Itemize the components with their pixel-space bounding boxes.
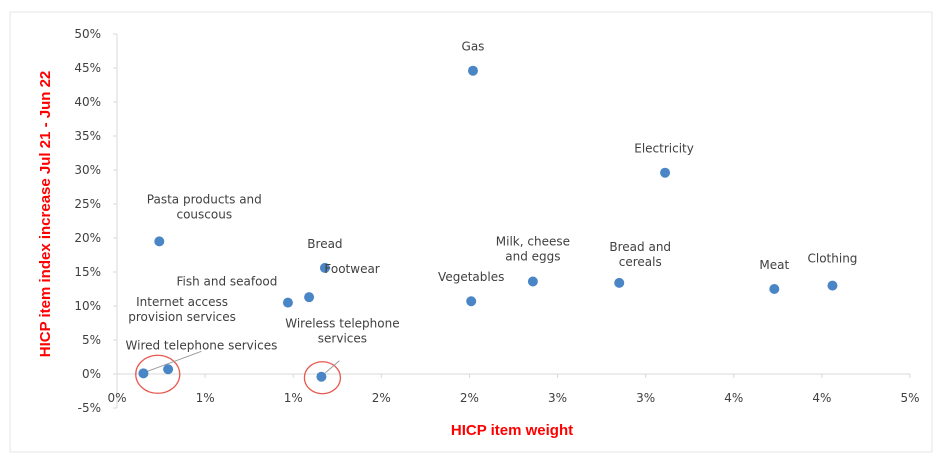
point-label-line: Clothing	[808, 252, 858, 266]
point-label: Vegetables	[438, 270, 504, 284]
point-label: Bread	[307, 237, 342, 251]
data-point[interactable]	[827, 280, 838, 291]
data-point[interactable]	[769, 284, 780, 294]
y-tick-label: 40%	[74, 95, 101, 109]
point-label-line: Bread and	[609, 240, 671, 254]
data-point[interactable]	[319, 262, 330, 273]
y-axis-title: HICP item index increase Jul 21 - Jun 22	[37, 71, 54, 358]
highlight-circle	[135, 354, 181, 394]
x-tick-label: 3%	[548, 391, 567, 405]
y-tick-label: 0%	[82, 367, 101, 381]
point-label-line: Vegetables	[438, 270, 504, 284]
y-tick-label: 35%	[74, 129, 101, 143]
data-point[interactable]	[614, 277, 625, 288]
point-label: Clothing	[808, 252, 858, 266]
point-label-line: Wired telephone services	[126, 338, 278, 352]
point-label: Footwear	[324, 262, 379, 276]
leader-line	[325, 360, 340, 374]
point-label: Meat	[759, 258, 789, 272]
x-tick-label: 5%	[900, 391, 919, 405]
y-tick-label: 20%	[74, 231, 101, 245]
point-label-line: cereals	[619, 255, 662, 269]
x-tick-label: 1%	[284, 391, 303, 405]
y-tick-label: 15%	[74, 265, 101, 279]
y-tick-label: 30%	[74, 163, 101, 177]
point-label-line: provision services	[128, 310, 236, 324]
y-tick-label: 45%	[74, 61, 101, 75]
point-label: Wireless telephone services	[285, 317, 399, 346]
point-label-line: Fish and seafood	[176, 275, 277, 289]
x-tick-label: 2%	[372, 391, 391, 405]
point-label-line: Bread	[307, 237, 342, 251]
x-tick-label: 3%	[636, 391, 655, 405]
data-point[interactable]	[466, 296, 477, 307]
point-label-line: Wireless telephone	[285, 317, 399, 331]
x-tick-label: 0%	[107, 391, 126, 405]
data-point[interactable]	[316, 371, 327, 382]
point-label-line: Footwear	[324, 262, 379, 276]
point-label: Milk, cheese and eggs	[496, 235, 570, 264]
data-point[interactable]	[154, 236, 165, 247]
leader-line	[147, 350, 202, 372]
data-point[interactable]	[282, 297, 293, 308]
y-tick-label: 25%	[74, 197, 101, 211]
point-label: Fish and seafood	[176, 275, 277, 289]
x-tick-label: 1%	[196, 391, 215, 405]
data-point[interactable]	[138, 368, 149, 379]
highlight-circle	[303, 361, 342, 395]
y-tick-label: 5%	[82, 333, 101, 347]
chart-border	[9, 11, 933, 453]
data-point[interactable]	[527, 276, 538, 287]
point-label: Internet access provision services	[128, 295, 236, 324]
data-point[interactable]	[660, 167, 671, 178]
y-tick-label: -5%	[78, 401, 101, 415]
point-label-line: Pasta products and	[147, 192, 262, 206]
point-label-line: couscous	[176, 207, 232, 221]
y-tick-label: 50%	[74, 27, 101, 41]
data-point[interactable]	[304, 292, 315, 303]
point-label: Electricity	[634, 142, 694, 156]
point-label: Gas	[462, 40, 485, 54]
point-label-line: Internet access	[136, 295, 228, 309]
point-label-line: Gas	[462, 40, 485, 54]
y-tick-label: 10%	[74, 299, 101, 313]
x-tick-label: 2%	[460, 391, 479, 405]
x-tick-label: 4%	[812, 391, 831, 405]
x-tick-label: 4%	[724, 391, 743, 405]
point-label-line: services	[318, 332, 367, 346]
point-label-line: and eggs	[505, 250, 560, 264]
point-label-line: Electricity	[634, 142, 694, 156]
point-label-line: Milk, cheese	[496, 235, 570, 249]
point-label: Wired telephone services	[126, 338, 278, 352]
data-point[interactable]	[163, 364, 174, 375]
x-axis-title: HICP item weight	[451, 422, 573, 439]
point-label: Pasta products and couscous	[147, 192, 262, 221]
point-label-line: Meat	[759, 258, 789, 272]
data-point[interactable]	[467, 65, 478, 76]
point-label: Bread and cereals	[609, 240, 671, 269]
